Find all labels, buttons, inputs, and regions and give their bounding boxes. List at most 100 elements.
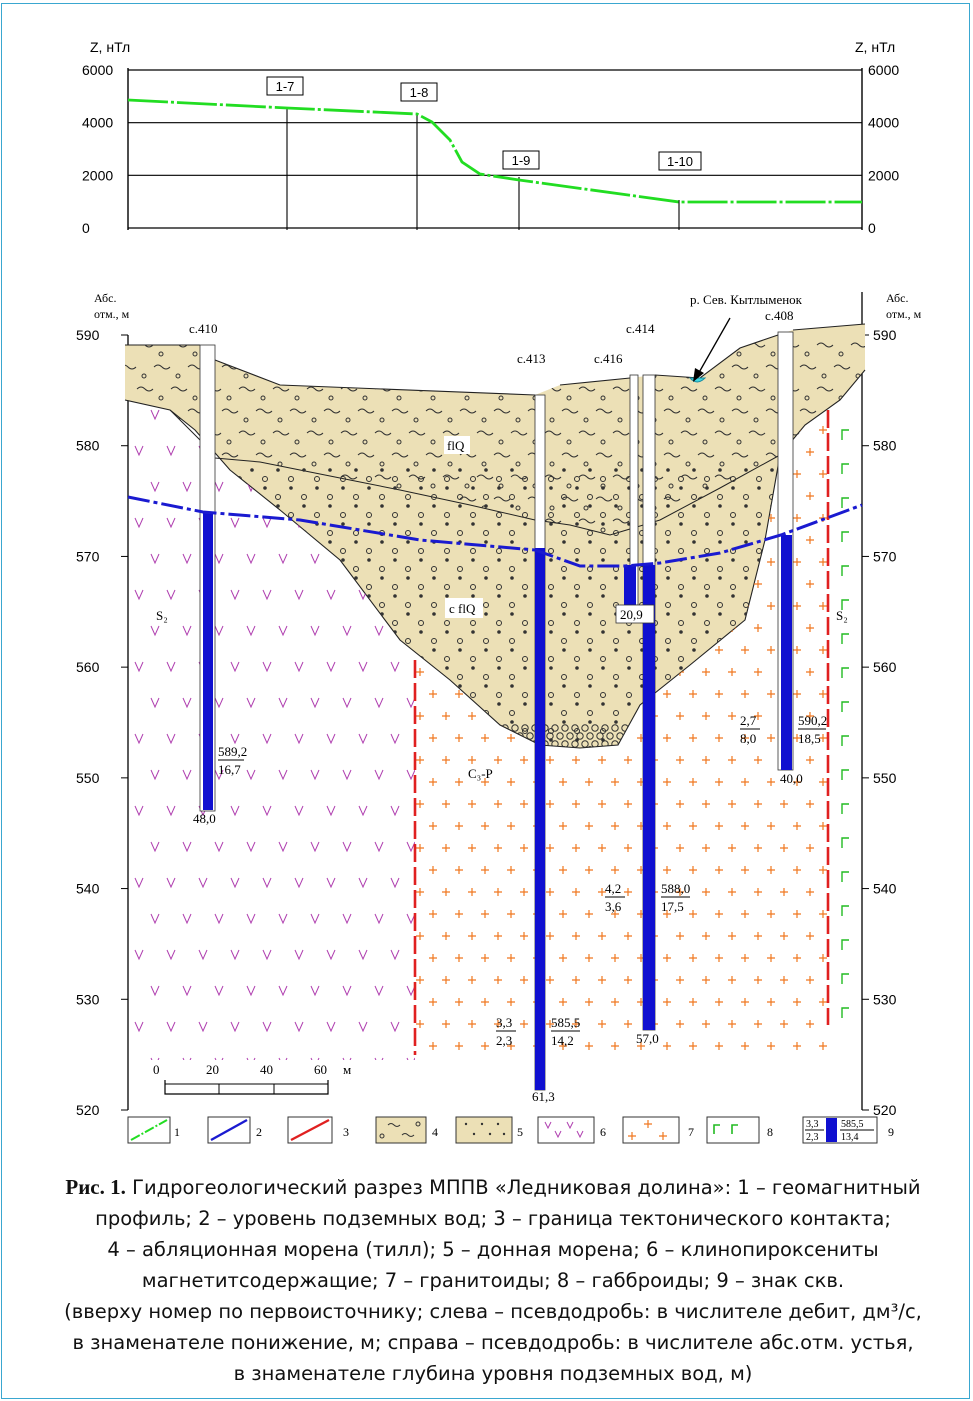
- dot-mark: [615, 757, 618, 760]
- wave-mark: [391, 408, 409, 414]
- gravel-mark: [405, 566, 411, 572]
- gravel-mark: [249, 566, 255, 572]
- gravel-mark: [470, 692, 476, 698]
- gravel-mark: [587, 710, 593, 716]
- gravel-mark: [418, 728, 424, 734]
- plus-mark: [676, 1020, 684, 1028]
- gravel-mark: [236, 728, 242, 734]
- plus-mark: [559, 778, 567, 786]
- pebble-mark: [736, 351, 742, 357]
- dot-mark: [224, 468, 228, 472]
- dot-mark: [289, 738, 293, 742]
- pebble-mark: [753, 373, 759, 379]
- silurian-right-label: S₂: [836, 608, 848, 623]
- wave-mark: [595, 496, 613, 502]
- dot-mark: [679, 630, 683, 634]
- dot-mark: [497, 630, 501, 634]
- v-mark: [358, 661, 368, 673]
- v-mark: [342, 841, 352, 853]
- gravel-mark: [821, 530, 827, 536]
- legend-swatch-5: [455, 1116, 513, 1144]
- gravel-mark: [457, 530, 463, 536]
- gravel-mark: [509, 602, 515, 608]
- dot-mark: [459, 757, 462, 760]
- caption-text-1: Гидрогеологический разрез МППВ «Ледников…: [132, 1176, 921, 1199]
- dot-mark: [718, 468, 722, 472]
- gravel-mark: [262, 584, 268, 590]
- v-mark: [278, 985, 288, 997]
- hydrogeological-section-figure: 6000 6000 4000 4000 2000 2000 0 0 Z, нТл Z, нТл…: [76, 39, 922, 1144]
- gravel-mark: [483, 530, 489, 536]
- wave-mark: [663, 408, 681, 414]
- plus-mark: [429, 734, 437, 742]
- dot-mark: [510, 648, 514, 652]
- gravel-mark: [236, 620, 242, 626]
- plus-mark: [663, 822, 671, 830]
- plus-mark: [507, 998, 515, 1006]
- wave-mark: [868, 365, 884, 369]
- v-mark: [230, 949, 240, 961]
- gravel-mark: [509, 638, 515, 644]
- v-mark: [390, 1021, 400, 1033]
- dot-mark: [705, 702, 709, 706]
- section-tick-right: 520: [873, 1102, 897, 1118]
- gravel-mark: [717, 602, 723, 608]
- plus-mark: [702, 712, 710, 720]
- dot-mark: [406, 576, 410, 580]
- wave-mark: [306, 386, 324, 392]
- well-410-depth: 48,0: [193, 811, 216, 826]
- gravel-mark: [821, 602, 827, 608]
- plus-mark: [494, 800, 502, 808]
- gravel-mark: [301, 710, 307, 716]
- plus-mark: [806, 668, 814, 676]
- plus-mark: [598, 888, 606, 896]
- plus-mark: [572, 888, 580, 896]
- v-mark: [166, 949, 176, 961]
- profile-point-label: 1-10: [667, 154, 693, 169]
- well-413-left-den: 2,3: [496, 1033, 512, 1048]
- dot-mark: [289, 594, 293, 598]
- plus-mark: [572, 932, 580, 940]
- wave-mark: [255, 364, 273, 370]
- plus-mark: [793, 690, 801, 698]
- plus-mark: [702, 800, 710, 808]
- boulder-mark: [586, 732, 594, 740]
- plus-mark: [754, 932, 762, 940]
- dot-mark: [354, 648, 358, 652]
- dot-mark: [510, 684, 514, 688]
- plus-mark: [819, 998, 827, 1006]
- dot-mark: [809, 558, 813, 562]
- plus-mark: [767, 646, 775, 654]
- pebble-mark: [328, 351, 334, 357]
- well-413-depth: 61,3: [532, 1089, 555, 1104]
- v-mark: [134, 1021, 144, 1033]
- v-mark: [358, 805, 368, 817]
- gravel-mark: [483, 566, 489, 572]
- dot-mark: [796, 684, 800, 688]
- v-mark: [310, 553, 320, 565]
- river-pointer-line: [696, 317, 731, 377]
- plus-mark: [728, 932, 736, 940]
- plus-mark: [637, 1042, 645, 1050]
- pebble-mark: [345, 417, 351, 423]
- wave-mark: [833, 408, 851, 414]
- gravel-mark: [249, 530, 255, 536]
- v-mark: [182, 841, 192, 853]
- wave-mark: [578, 430, 596, 436]
- dot-mark: [692, 540, 696, 544]
- gravel-mark: [263, 765, 268, 770]
- gravel-mark: [314, 728, 320, 734]
- dot-mark: [523, 630, 527, 634]
- wave-mark: [833, 452, 851, 458]
- section-tick-right: 580: [873, 438, 897, 454]
- pebble-mark: [855, 373, 861, 379]
- dot-mark: [589, 757, 592, 760]
- gravel-mark: [665, 746, 671, 748]
- gabbro-mark: [841, 973, 849, 984]
- legend-label-3: 3: [343, 1125, 349, 1139]
- v-mark: [262, 805, 272, 817]
- plus-mark: [494, 976, 502, 984]
- plus-mark: [806, 756, 814, 764]
- dot-mark: [406, 684, 410, 688]
- gravel-mark: [379, 638, 385, 644]
